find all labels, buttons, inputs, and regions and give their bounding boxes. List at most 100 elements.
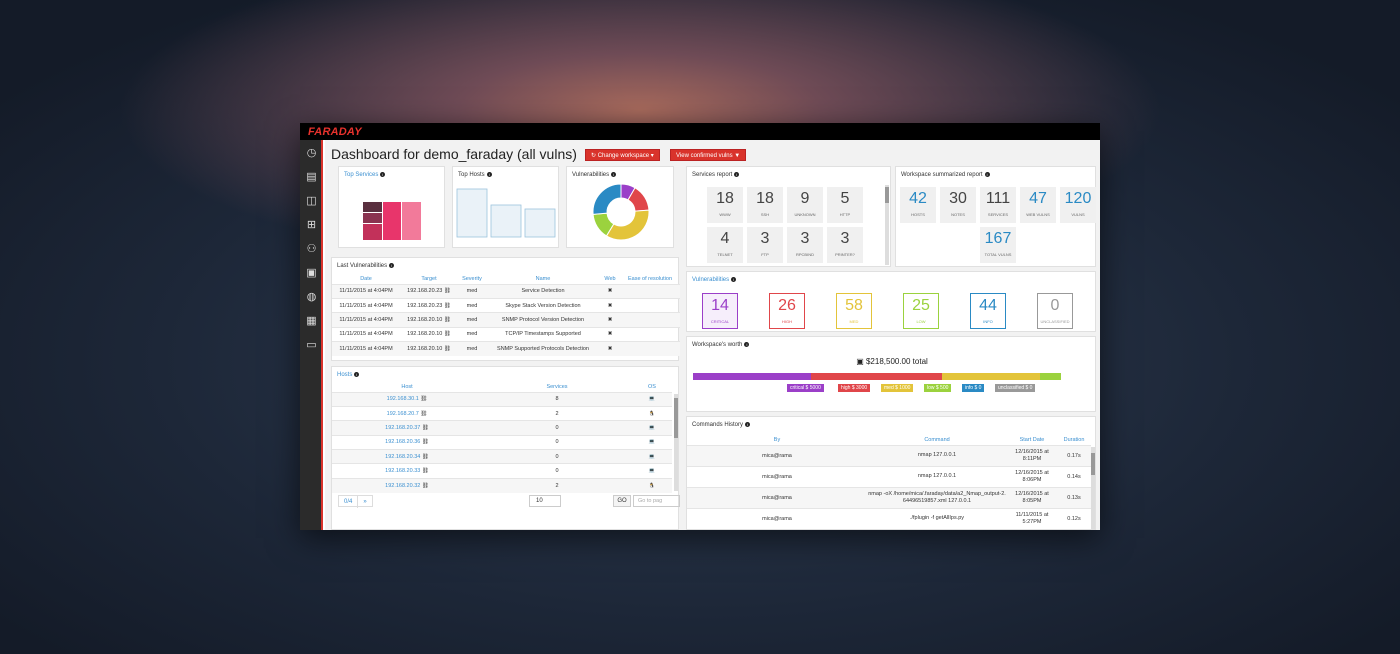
- vuln-count-high[interactable]: 26 HIGH: [769, 293, 805, 329]
- page-size-input[interactable]: 10: [529, 495, 561, 507]
- hosts-title[interactable]: Hosts i: [337, 372, 360, 378]
- table-row[interactable]: 192.168.20.7 ⛓ 2 🐧: [332, 405, 672, 421]
- vuln-name[interactable]: Service Detection: [486, 283, 600, 299]
- vulnerabilities-title[interactable]: Vulnerabilities i: [692, 277, 737, 283]
- vuln-count-med[interactable]: 58 MED: [836, 293, 872, 329]
- executive-report-icon[interactable]: ▦: [306, 315, 317, 327]
- go-button[interactable]: GO: [613, 495, 631, 507]
- summary-tile[interactable]: 167 TOTAL VULNS: [980, 227, 1016, 263]
- users-icon[interactable]: ⚇: [306, 243, 317, 255]
- col-duration[interactable]: Duration: [1063, 436, 1085, 443]
- table-row[interactable]: mica@rama nmap -oX /home/mica/.faraday/da…: [687, 486, 1091, 508]
- vuln-count-low[interactable]: 25 LOW: [903, 293, 939, 329]
- dashboard-icon[interactable]: ◷: [306, 147, 317, 159]
- comments-icon[interactable]: ◍: [306, 291, 317, 303]
- link-icon[interactable]: ⛓: [421, 468, 429, 475]
- col-ease[interactable]: Ease of resolution: [627, 275, 673, 282]
- table-row[interactable]: 192.168.20.33 ⛓ 0 💻: [332, 463, 672, 479]
- summary-tile[interactable]: 111 SERVICES: [980, 187, 1016, 223]
- vulns-donut-chart[interactable]: [567, 167, 675, 249]
- briefcase-icon[interactable]: ▣: [306, 267, 317, 279]
- col-name[interactable]: Name: [535, 275, 551, 282]
- next-page-button[interactable]: »: [363, 499, 367, 505]
- view-confirmed-button[interactable]: View confirmed vulns ▼: [670, 149, 747, 161]
- col-date[interactable]: Date: [360, 275, 372, 282]
- hosts-tree-icon[interactable]: ⊞: [306, 219, 317, 231]
- host-address[interactable]: 192.168.20.37 ⛓: [332, 420, 482, 436]
- col-host[interactable]: Host: [401, 383, 413, 390]
- table-row[interactable]: 11/11/2015 at 4:04PM 192.168.20.10 ⛓ med TC…: [332, 326, 680, 342]
- col-severity[interactable]: Severity: [462, 275, 482, 282]
- link-icon[interactable]: ⛓: [421, 453, 429, 460]
- table-row[interactable]: mica@rama nmap 127.0.0.1 12/16/2015 at 8:1…: [687, 444, 1091, 466]
- table-row[interactable]: 192.168.20.36 ⛓ 0 💻: [332, 434, 672, 450]
- link-icon[interactable]: ⛓: [421, 439, 429, 446]
- summary-tile[interactable]: 18 WWW: [707, 187, 743, 223]
- change-workspace-button[interactable]: ↻ Change workspace ▾: [585, 149, 660, 161]
- link-icon[interactable]: ⛓: [420, 396, 428, 403]
- table-row[interactable]: 192.168.20.32 ⛓ 2 🐧: [332, 477, 672, 493]
- goto-page-input[interactable]: Go to pag: [633, 495, 680, 507]
- table-row[interactable]: 11/11/2015 at 4:04PM 192.168.20.23 ⛓ med Se…: [332, 283, 680, 299]
- summary-tile[interactable]: 3 FTP: [747, 227, 783, 263]
- vuln-target[interactable]: 192.168.20.23 ⛓: [400, 283, 458, 299]
- status-report-icon[interactable]: ▤: [306, 171, 317, 183]
- col-start-date[interactable]: Start Date: [1019, 436, 1045, 443]
- summary-tile[interactable]: 3 RPCBIND: [787, 227, 823, 263]
- link-icon[interactable]: ⛓: [420, 410, 428, 417]
- summary-tile[interactable]: 30 NOTES: [940, 187, 976, 223]
- vuln-count-unclassified[interactable]: 0 UNCLASSIFIED: [1037, 293, 1073, 329]
- vuln-target[interactable]: 192.168.20.23 ⛓: [400, 297, 458, 313]
- vuln-name[interactable]: SNMP Protocol Version Detection: [486, 312, 600, 328]
- summary-tile[interactable]: 42 HOSTS: [900, 187, 936, 223]
- host-address[interactable]: 192.168.30.1 ⛓: [332, 391, 482, 407]
- host-address[interactable]: 192.168.20.7 ⛓: [332, 405, 482, 421]
- table-row[interactable]: 192.168.30.1 ⛓ 8 💻: [332, 391, 672, 407]
- vuln-target[interactable]: 192.168.20.10 ⛓: [400, 341, 458, 356]
- col-command[interactable]: Command: [924, 436, 950, 443]
- host-address[interactable]: 192.168.20.32 ⛓: [332, 477, 482, 493]
- vuln-target[interactable]: 192.168.20.10 ⛓: [400, 312, 458, 328]
- terminal-icon[interactable]: ▭: [306, 339, 317, 351]
- col-by[interactable]: By: [773, 436, 781, 443]
- table-row[interactable]: 11/11/2015 at 4:04PM 192.168.20.10 ⛓ med SN…: [332, 341, 680, 356]
- link-icon[interactable]: ⛓: [421, 482, 429, 489]
- vuln-count-critical[interactable]: 14 CRITICAL: [702, 293, 738, 329]
- table-row[interactable]: 11/11/2015 at 4:04PM 192.168.20.10 ⛓ med SN…: [332, 312, 680, 328]
- summary-tile[interactable]: 9 UNKNOWN: [787, 187, 823, 223]
- table-row[interactable]: mica@rama ./fplugin -f getAllIps.py 11/11/…: [687, 507, 1091, 529]
- vuln-target[interactable]: 192.168.20.10 ⛓: [400, 326, 458, 342]
- page-indicator[interactable]: 0/4: [339, 496, 359, 508]
- col-target[interactable]: Target: [421, 275, 437, 282]
- services-scrollbar[interactable]: [885, 185, 889, 265]
- link-icon[interactable]: ⛓: [443, 302, 451, 309]
- top-services-treemap[interactable]: [339, 167, 446, 249]
- top-hosts-chart[interactable]: [453, 167, 560, 249]
- vuln-name[interactable]: SNMP Supported Protocols Detection: [486, 341, 600, 356]
- summary-tile[interactable]: 120 VULNS: [1060, 187, 1096, 223]
- summary-tile[interactable]: 5 HTTP: [827, 187, 863, 223]
- summary-tile[interactable]: 4 TELNET: [707, 227, 743, 263]
- table-row[interactable]: mica@rama nmap 127.0.0.1 12/16/2015 at 8:0…: [687, 465, 1091, 487]
- link-icon[interactable]: ⛓: [443, 288, 451, 295]
- vuln-name[interactable]: TCP/IP Timestamps Supported: [486, 326, 600, 342]
- workspaces-icon[interactable]: ◫: [306, 195, 317, 207]
- vuln-count-info[interactable]: 44 INFO: [970, 293, 1006, 329]
- link-icon[interactable]: ⛓: [443, 316, 451, 323]
- faraday-logo[interactable]: FARADAY: [308, 126, 362, 138]
- summary-tile[interactable]: 47 WEB VULNS: [1020, 187, 1056, 223]
- host-address[interactable]: 192.168.20.36 ⛓: [332, 434, 482, 450]
- host-address[interactable]: 192.168.20.33 ⛓: [332, 463, 482, 479]
- table-row[interactable]: 192.168.20.34 ⛓ 0 💻: [332, 449, 672, 464]
- link-icon[interactable]: ⛓: [443, 346, 451, 352]
- link-icon[interactable]: ⛓: [443, 331, 451, 338]
- link-icon[interactable]: ⛓: [421, 424, 429, 431]
- col-services[interactable]: Services: [546, 383, 568, 390]
- host-address[interactable]: 192.168.20.34 ⛓: [332, 449, 482, 464]
- col-os[interactable]: OS: [648, 383, 656, 390]
- table-row[interactable]: 192.168.20.37 ⛓ 0 💻: [332, 420, 672, 436]
- table-row[interactable]: 11/11/2015 at 4:04PM 192.168.20.23 ⛓ med Sk…: [332, 297, 680, 313]
- summary-tile[interactable]: 18 SSH: [747, 187, 783, 223]
- top-services-title[interactable]: Top Services i: [344, 172, 386, 178]
- col-web[interactable]: Web: [604, 275, 616, 282]
